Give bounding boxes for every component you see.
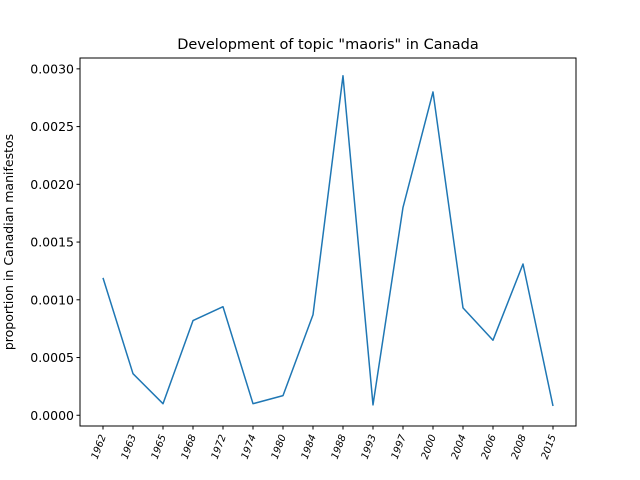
x-tick-label: 2000 <box>420 433 439 461</box>
x-tick-label: 1988 <box>330 433 349 461</box>
x-tick-label: 1968 <box>180 433 199 461</box>
x-tick-label: 1980 <box>270 433 289 461</box>
x-tick-label: 2015 <box>540 433 559 461</box>
x-tick-label: 1993 <box>360 433 379 461</box>
x-tick-label: 1984 <box>300 433 319 461</box>
plot-frame <box>79 57 577 427</box>
x-tick-label: 1974 <box>240 433 259 461</box>
x-tick-label: 1962 <box>90 433 109 461</box>
series-line <box>102 75 554 407</box>
y-tick-label: 0.0010 <box>30 292 74 307</box>
x-tick-label: 1972 <box>210 433 229 461</box>
y-tick-label: 0.0000 <box>30 408 74 423</box>
y-tick-label: 0.0025 <box>30 119 74 134</box>
x-tick-label: 2006 <box>480 433 499 461</box>
x-tick-label: 2008 <box>510 433 529 461</box>
x-tick-label: 1963 <box>120 433 139 461</box>
x-tick-label: 2004 <box>450 433 469 461</box>
chart-title: Development of topic "maoris" in Canada <box>177 37 479 53</box>
y-axis-label: proportion in Canadian manifestos <box>1 134 16 350</box>
x-tick-label: 1997 <box>390 433 409 461</box>
y-tick-label: 0.0015 <box>30 235 74 250</box>
plot-area: 0.0000 0.0005 0.0010 0.0015 0.0020 0.0025 0.00… <box>30 61 559 461</box>
y-tick-label: 0.0005 <box>30 350 74 365</box>
y-tick-label: 0.0020 <box>30 177 74 192</box>
x-tick-label: 1965 <box>150 433 169 461</box>
y-tick-label: 0.0030 <box>30 61 74 76</box>
